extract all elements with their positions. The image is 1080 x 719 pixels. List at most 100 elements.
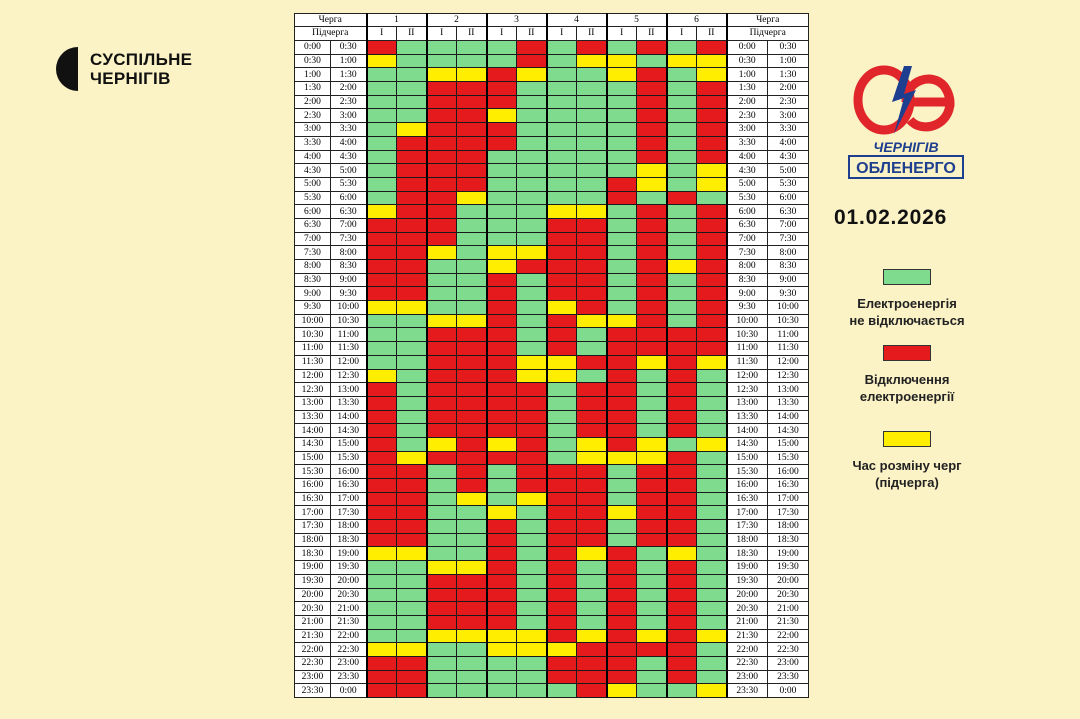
time-from-right: 21:30 bbox=[725, 628, 768, 644]
time-to: 3:00 bbox=[330, 108, 367, 124]
status-cell bbox=[456, 601, 487, 616]
status-cell bbox=[696, 149, 727, 165]
status-cell bbox=[665, 642, 697, 657]
status-cell bbox=[605, 272, 637, 288]
status-cell bbox=[396, 614, 427, 630]
status-cell bbox=[456, 614, 487, 630]
status-cell bbox=[576, 546, 607, 562]
status-cell bbox=[485, 382, 517, 397]
time-from-right: 0:30 bbox=[725, 53, 768, 69]
time-from-right: 7:00 bbox=[725, 231, 768, 247]
status-cell bbox=[545, 163, 577, 178]
status-cell bbox=[636, 532, 667, 548]
time-from: 21:00 bbox=[294, 614, 331, 630]
status-cell bbox=[665, 628, 697, 644]
status-cell bbox=[605, 587, 637, 603]
time-from: 13:30 bbox=[294, 409, 331, 425]
status-cell bbox=[396, 464, 427, 479]
time-from-right: 18:30 bbox=[725, 546, 768, 562]
status-cell bbox=[636, 286, 667, 302]
status-cell bbox=[425, 163, 457, 178]
status-cell bbox=[665, 532, 697, 548]
status-cell bbox=[665, 286, 697, 302]
status-cell bbox=[545, 135, 577, 151]
status-cell bbox=[516, 395, 547, 411]
status-cell bbox=[396, 163, 427, 178]
time-from-right: 2:00 bbox=[725, 94, 768, 110]
status-cell bbox=[456, 231, 487, 247]
time-to-right: 1:30 bbox=[767, 67, 809, 83]
time-to: 14:30 bbox=[330, 423, 367, 438]
status-cell bbox=[425, 300, 457, 315]
status-cell bbox=[425, 464, 457, 479]
status-cell bbox=[485, 683, 517, 698]
time-to-right: 20:30 bbox=[767, 587, 809, 603]
table-row: 1:00 1:30 1:00 1:30 bbox=[294, 67, 809, 83]
status-cell bbox=[516, 300, 547, 315]
status-cell bbox=[425, 286, 457, 302]
status-cell bbox=[576, 81, 607, 96]
status-cell bbox=[696, 519, 727, 534]
status-cell bbox=[545, 300, 577, 315]
status-cell bbox=[456, 94, 487, 110]
status-cell bbox=[605, 423, 637, 438]
status-cell bbox=[516, 573, 547, 589]
status-cell bbox=[696, 382, 727, 397]
status-cell bbox=[396, 53, 427, 69]
status-cell bbox=[396, 546, 427, 562]
status-cell bbox=[605, 505, 637, 521]
time-to: 0:30 bbox=[330, 40, 367, 55]
legend-power-off: Відключення електроенергії bbox=[832, 345, 982, 405]
status-cell bbox=[636, 423, 667, 438]
status-cell bbox=[605, 642, 637, 657]
status-cell bbox=[545, 573, 577, 589]
time-from: 18:00 bbox=[294, 532, 331, 548]
time-to-right: 12:00 bbox=[767, 354, 809, 370]
status-cell bbox=[576, 204, 607, 219]
status-cell bbox=[456, 300, 487, 315]
time-to-right: 1:00 bbox=[767, 53, 809, 69]
status-cell bbox=[396, 217, 427, 233]
status-cell bbox=[485, 272, 517, 288]
status-cell bbox=[636, 272, 667, 288]
subqueue-header-3-2: II bbox=[516, 26, 547, 41]
status-cell bbox=[665, 395, 697, 411]
status-cell bbox=[396, 669, 427, 685]
status-cell bbox=[516, 272, 547, 288]
status-cell bbox=[576, 67, 607, 83]
time-to: 15:30 bbox=[330, 450, 367, 466]
status-cell bbox=[545, 231, 577, 247]
time-to-right: 14:00 bbox=[767, 409, 809, 425]
status-cell bbox=[425, 450, 457, 466]
table-row: 23:00 23:30 23:00 23:30 bbox=[294, 669, 809, 685]
table-row: 0:00 0:30 0:00 0:30 bbox=[294, 40, 809, 55]
table-row: 19:30 20:00 19:30 20:00 bbox=[294, 573, 809, 589]
subqueue-header-1-1: I bbox=[365, 26, 397, 41]
status-cell bbox=[365, 669, 397, 685]
status-cell bbox=[696, 436, 727, 452]
subqueue-header-4-1: I bbox=[545, 26, 577, 41]
status-cell bbox=[636, 683, 667, 698]
time-from-right: 4:00 bbox=[725, 149, 768, 165]
status-cell bbox=[516, 217, 547, 233]
time-from: 14:30 bbox=[294, 436, 331, 452]
subqueue-header-2-1: I bbox=[425, 26, 457, 41]
status-cell bbox=[425, 176, 457, 192]
status-cell bbox=[576, 642, 607, 657]
status-cell bbox=[665, 354, 697, 370]
time-to: 4:30 bbox=[330, 149, 367, 165]
table-row: 3:00 3:30 3:00 3:30 bbox=[294, 122, 809, 137]
status-cell bbox=[425, 395, 457, 411]
status-cell bbox=[365, 245, 397, 260]
time-from: 0:00 bbox=[294, 40, 331, 55]
brand-line-2: ЧЕРНІГІВ bbox=[90, 69, 171, 88]
status-cell bbox=[545, 560, 577, 575]
time-from-right: 9:00 bbox=[725, 286, 768, 302]
time-to: 6:30 bbox=[330, 204, 367, 219]
time-to-right: 16:00 bbox=[767, 464, 809, 479]
status-cell bbox=[605, 300, 637, 315]
time-to-right: 15:00 bbox=[767, 436, 809, 452]
status-cell bbox=[545, 478, 577, 493]
status-cell bbox=[576, 53, 607, 69]
time-from: 0:30 bbox=[294, 53, 331, 69]
